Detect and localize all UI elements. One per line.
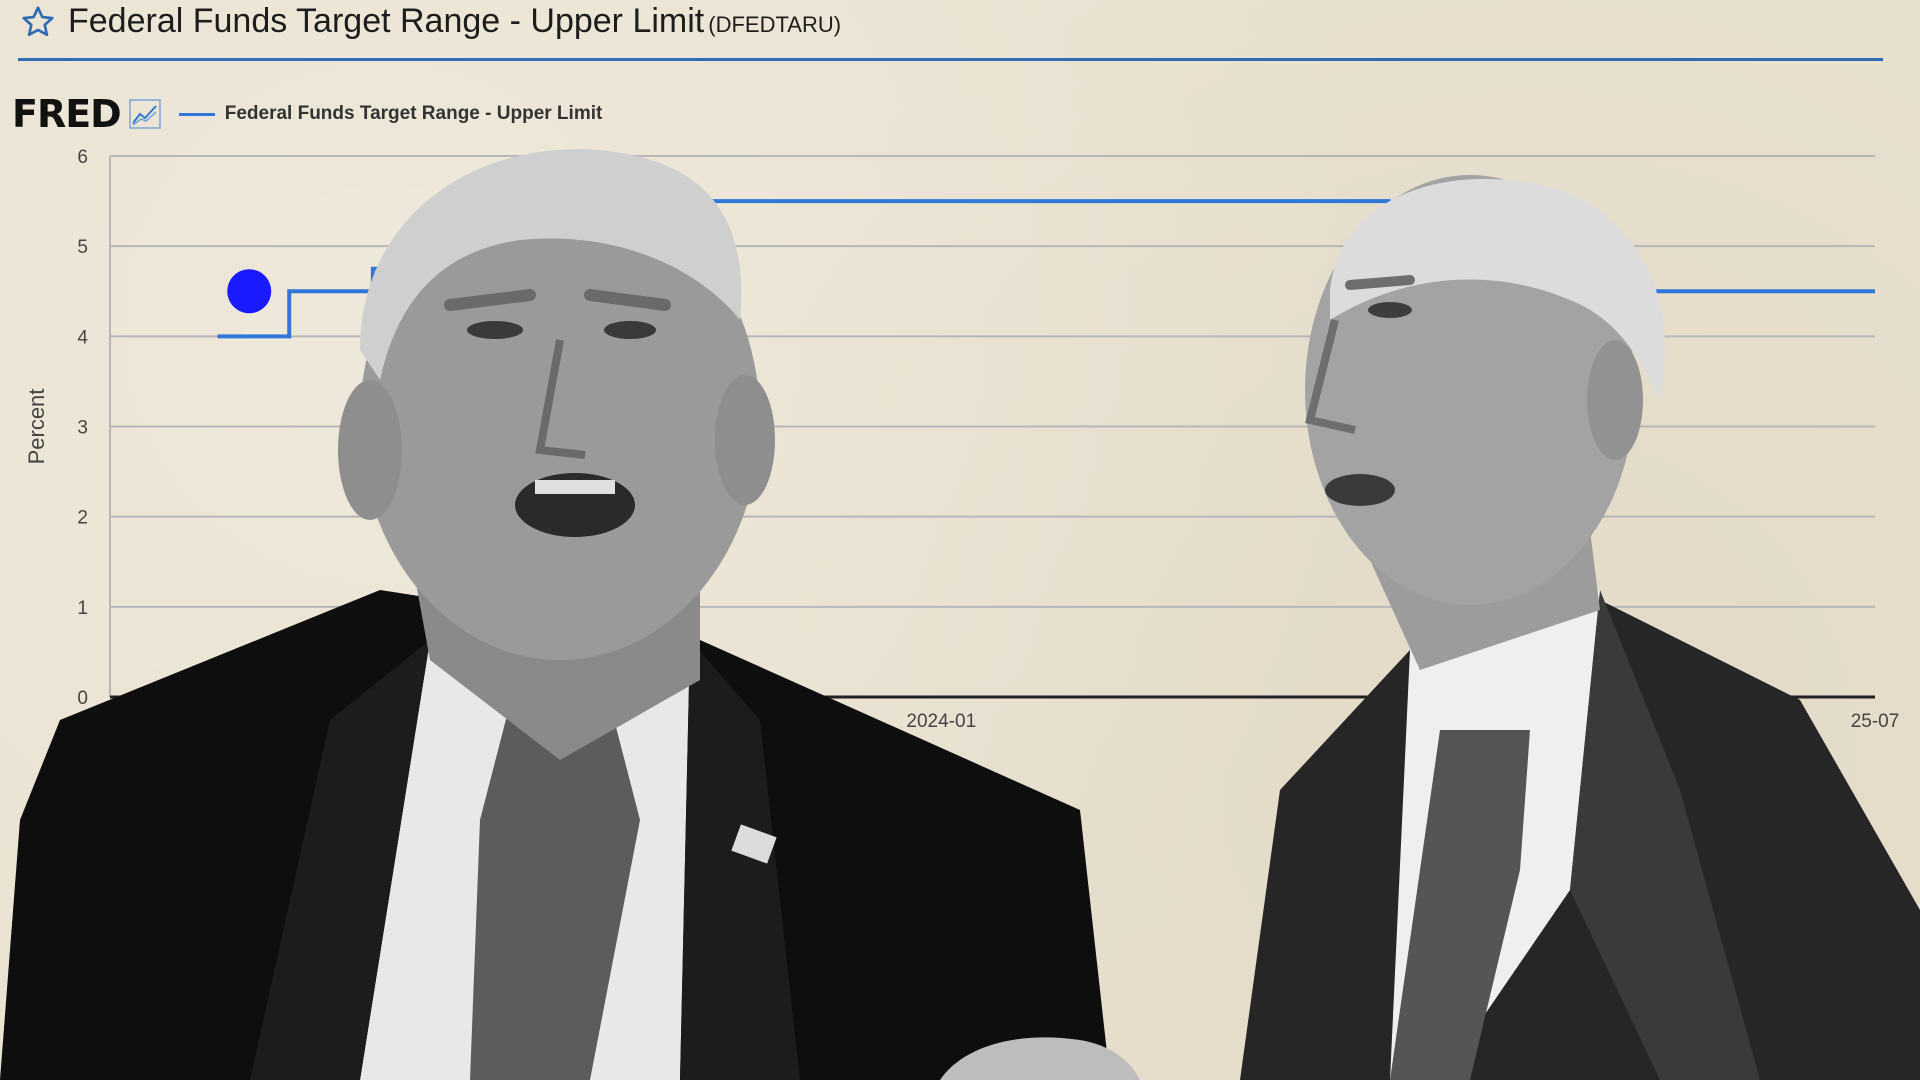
legend-swatch — [178, 112, 215, 116]
y-axis-label: Percent — [24, 389, 49, 465]
x-tick-label: 2024-01 — [906, 711, 976, 732]
y-tick-label: 1 — [77, 598, 88, 619]
y-tick-label: 6 — [77, 147, 88, 168]
hand-image — [940, 1037, 1140, 1080]
person-photo-left — [0, 149, 1110, 1080]
star-icon[interactable] — [20, 4, 56, 40]
line-chart-icon — [128, 99, 161, 129]
y-tick-label: 5 — [77, 237, 88, 258]
y-tick-label: 4 — [77, 327, 88, 348]
chart-legend-row: FRED Federal Funds Target Range - Upper … — [12, 92, 603, 136]
highlight-marker — [227, 269, 272, 314]
title-bar: Federal Funds Target Range - Upper Limit… — [18, 0, 1883, 61]
person-photo-right — [1240, 175, 1920, 1080]
x-tick-label: 25-07 — [1851, 711, 1900, 732]
y-tick-label: 0 — [77, 688, 88, 709]
page-title: Federal Funds Target Range - Upper Limit… — [68, 2, 841, 41]
y-tick-label: 3 — [77, 418, 88, 439]
fred-logo: FRED — [12, 92, 122, 136]
y-tick-label: 2 — [77, 508, 88, 529]
series-id: (DFEDTARU) — [708, 12, 842, 37]
legend-label: Federal Funds Target Range - Upper Limit — [224, 103, 603, 124]
series-title: Federal Funds Target Range - Upper Limit — [68, 2, 705, 40]
